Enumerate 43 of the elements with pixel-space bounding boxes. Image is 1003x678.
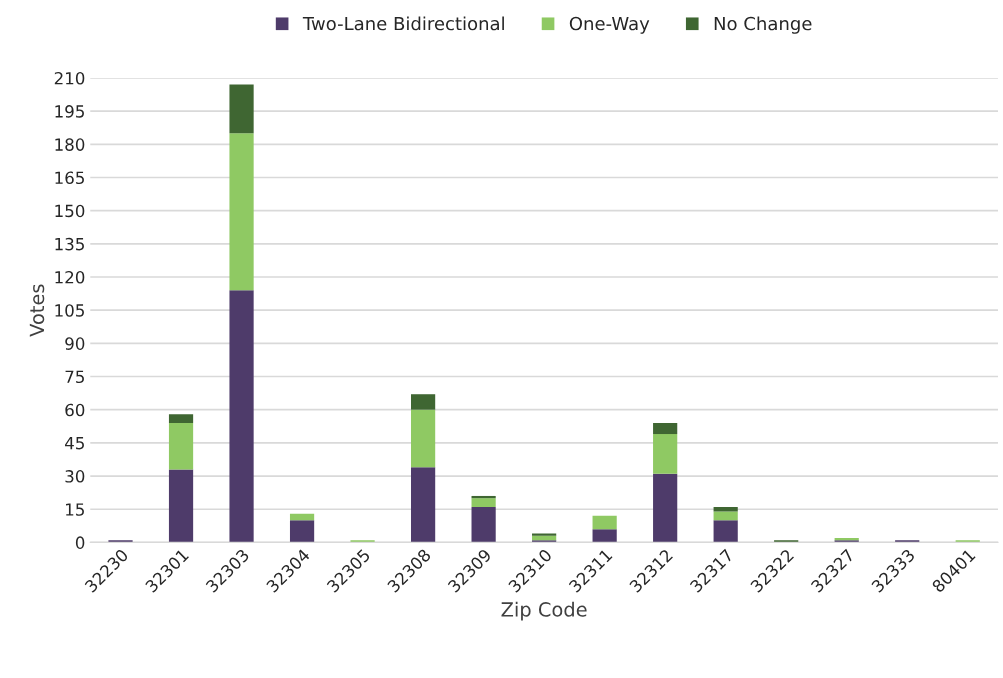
bar: [168, 469, 194, 543]
bar: [350, 540, 375, 543]
legend-label: No Change: [714, 16, 812, 34]
y-tick-label: 75: [65, 370, 84, 384]
bar: [653, 434, 678, 474]
y-tick-label: 90: [65, 337, 85, 350]
bar: [471, 507, 496, 543]
bar: [532, 535, 557, 541]
y-tick-label: 105: [55, 304, 84, 317]
bar: [411, 394, 436, 410]
y-tick-label: 15: [66, 503, 84, 516]
y-tick-label: 60: [65, 403, 85, 417]
bar: [229, 133, 254, 291]
bar: [713, 511, 738, 521]
bar: [713, 507, 738, 512]
y-tick-label: 30: [65, 470, 85, 483]
bar: [713, 520, 738, 543]
bar: [411, 467, 436, 543]
bar: [229, 290, 254, 543]
bar: [168, 414, 194, 423]
bar: [653, 422, 678, 435]
y-tick-label: 120: [55, 270, 85, 284]
bar: [592, 529, 617, 543]
y-tick-label: 135: [55, 237, 84, 251]
y-tick-label: 210: [54, 71, 85, 85]
legend-label: Two-Lane Bidirectional: [302, 16, 504, 31]
bar: [471, 498, 496, 508]
bar: [289, 520, 315, 543]
y-axis-title: Votes: [29, 284, 45, 337]
legend-label: One-Way: [569, 16, 650, 34]
y-tick-label: 180: [55, 138, 85, 151]
bar: [108, 540, 133, 543]
bar: [592, 515, 617, 530]
bar: [168, 422, 194, 470]
y-tick-label: 165: [55, 171, 84, 185]
y-tick-label: 150: [55, 204, 85, 218]
y-tick-label: 0: [75, 536, 85, 549]
bar: [653, 473, 678, 543]
y-tick-label: 195: [55, 105, 84, 118]
bar: [229, 84, 254, 134]
x-axis-title: Zip Code: [501, 601, 587, 621]
y-tick-label: 45: [65, 437, 84, 450]
bar: [411, 409, 436, 468]
